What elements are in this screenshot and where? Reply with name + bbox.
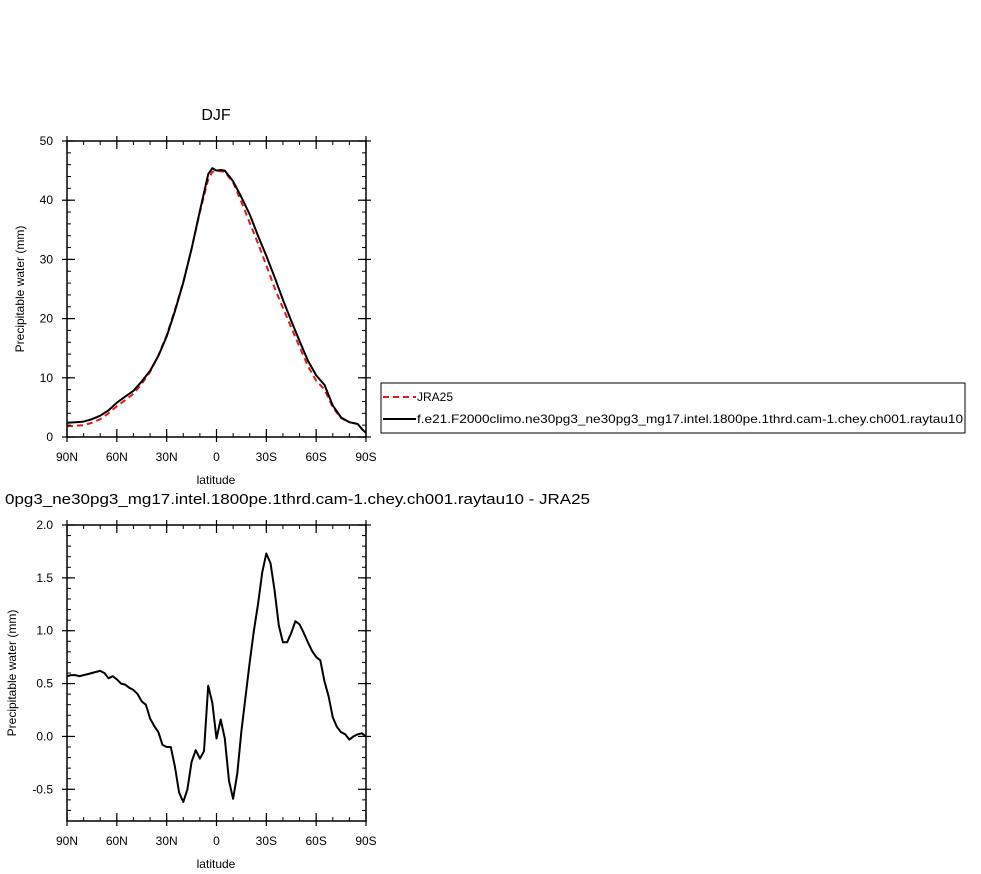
y-tick-label: 40	[40, 193, 54, 207]
x-tick-label: 90S	[355, 450, 376, 464]
y-tick-label: 30	[40, 252, 54, 266]
top-panel-xlabel: latitude	[197, 473, 236, 487]
bottom-panel-title: 0pg3_ne30pg3_mg17.intel.1800pe.1thrd.cam…	[5, 491, 590, 508]
top-panel-ticks: 90N 60N 30N 0 30S 60S 90S 0 10 20 30 40 50	[40, 134, 377, 464]
bottom-panel: 0pg3_ne30pg3_mg17.intel.1800pe.1thrd.cam…	[5, 491, 590, 871]
y-tick-label: 50	[40, 134, 54, 148]
bottom-panel-ylabel: Precipitable water (mm)	[5, 610, 19, 737]
x-tick-label: 30N	[156, 834, 178, 848]
top-panel-ylabel: Precipitable water (mm)	[13, 226, 27, 353]
y-tick-label: 20	[40, 312, 54, 326]
series-line-1-0	[66, 552, 367, 803]
legend-label-jra25: JRA25	[417, 390, 453, 404]
y-tick-label: 1.5	[36, 571, 53, 585]
y-tick-label: 2.0	[36, 518, 53, 532]
y-tick-label: 0	[46, 430, 53, 444]
x-tick-label: 60N	[106, 450, 128, 464]
bottom-panel-xlabel: latitude	[197, 857, 236, 871]
legend-label-model: f.e21.F2000climo.ne30pg3_ne30pg3_mg17.in…	[417, 412, 963, 426]
x-tick-label: 90N	[56, 834, 78, 848]
bottom-panel-ticks: 90N 60N 30N 0 30S 60S 90S -0.5 0.0 0.5 1.0 1.5 2.0	[32, 518, 376, 848]
x-tick-label: 90S	[355, 834, 376, 848]
legend: JRA25 f.e21.F2000climo.ne30pg3_ne30pg3_m…	[380, 382, 966, 434]
legend-box	[380, 382, 966, 434]
x-tick-label: 30N	[156, 450, 178, 464]
x-tick-label: 60N	[106, 834, 128, 848]
x-tick-label: 30S	[256, 834, 277, 848]
bottom-panel-series	[66, 552, 367, 803]
x-tick-label: 30S	[256, 450, 277, 464]
x-tick-label: 60S	[305, 450, 326, 464]
y-tick-label: 10	[40, 371, 54, 385]
series-line-0-0	[66, 169, 367, 434]
top-panel: DJF 90N 60N 30N 0 30S 60S 90S 0 10 20 30 40 50 latit…	[13, 107, 377, 487]
x-tick-label: 0	[213, 834, 220, 848]
y-tick-label: 1.0	[36, 624, 53, 638]
y-tick-label: 0.0	[36, 729, 53, 743]
x-tick-label: 90N	[56, 450, 78, 464]
top-panel-title: DJF	[201, 107, 231, 124]
y-tick-label: 0.5	[36, 677, 53, 691]
top-panel-frame	[66, 140, 367, 438]
bottom-panel-frame	[66, 524, 367, 822]
series-line-0-1	[66, 167, 367, 434]
x-tick-label: 0	[213, 450, 220, 464]
y-tick-label: -0.5	[32, 782, 53, 796]
top-panel-series	[66, 167, 367, 434]
x-tick-label: 60S	[305, 834, 326, 848]
